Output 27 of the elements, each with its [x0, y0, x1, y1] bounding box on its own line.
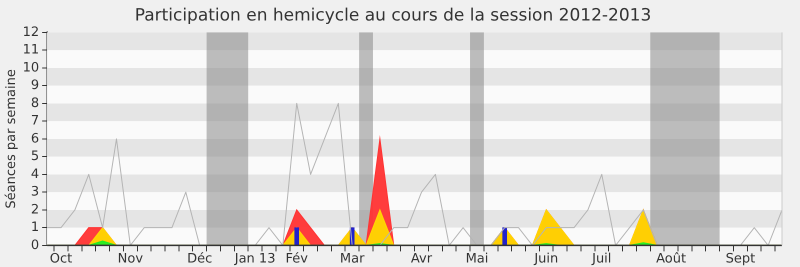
y-tick-label: 4 [30, 166, 40, 182]
x-tick-label: Sept [726, 252, 756, 267]
x-tick-label: Mai [466, 252, 488, 267]
y-tick-label: 1 [30, 220, 40, 236]
x-tick-label: Avr [410, 252, 433, 267]
x-tick-label: Août [656, 252, 686, 267]
chart-title: Participation en hemicycle au cours de la session 2012-2013 [134, 6, 652, 26]
x-tick-label: Mar [340, 252, 366, 267]
y-tick-label: 6 [30, 131, 40, 146]
x-tick-label: Juin [533, 252, 558, 267]
y-tick-label: 9 [30, 78, 40, 94]
y-tick-label: 3 [30, 184, 40, 200]
y-tick-label: 10 [22, 60, 40, 76]
x-tick-label: Juil [591, 252, 612, 267]
x-tick-label: Oct [50, 252, 72, 267]
y-tick-label: 0 [30, 238, 40, 253]
x-tick-label: Fév [285, 252, 308, 267]
y-tick-label: 2 [30, 202, 40, 218]
x-tick-label: Jan 13 [234, 252, 276, 267]
x-tick-label: Nov [118, 252, 144, 267]
y-tick-label: 5 [30, 149, 40, 164]
x-tick-label: Déc [187, 252, 212, 267]
y-tick-label: 8 [30, 96, 40, 111]
y-tick-label: 12 [22, 24, 40, 40]
y-tick-label: 11 [22, 42, 40, 58]
y-axis-title: Séances par semaine [4, 69, 20, 209]
y-tick-label: 7 [30, 114, 40, 129]
